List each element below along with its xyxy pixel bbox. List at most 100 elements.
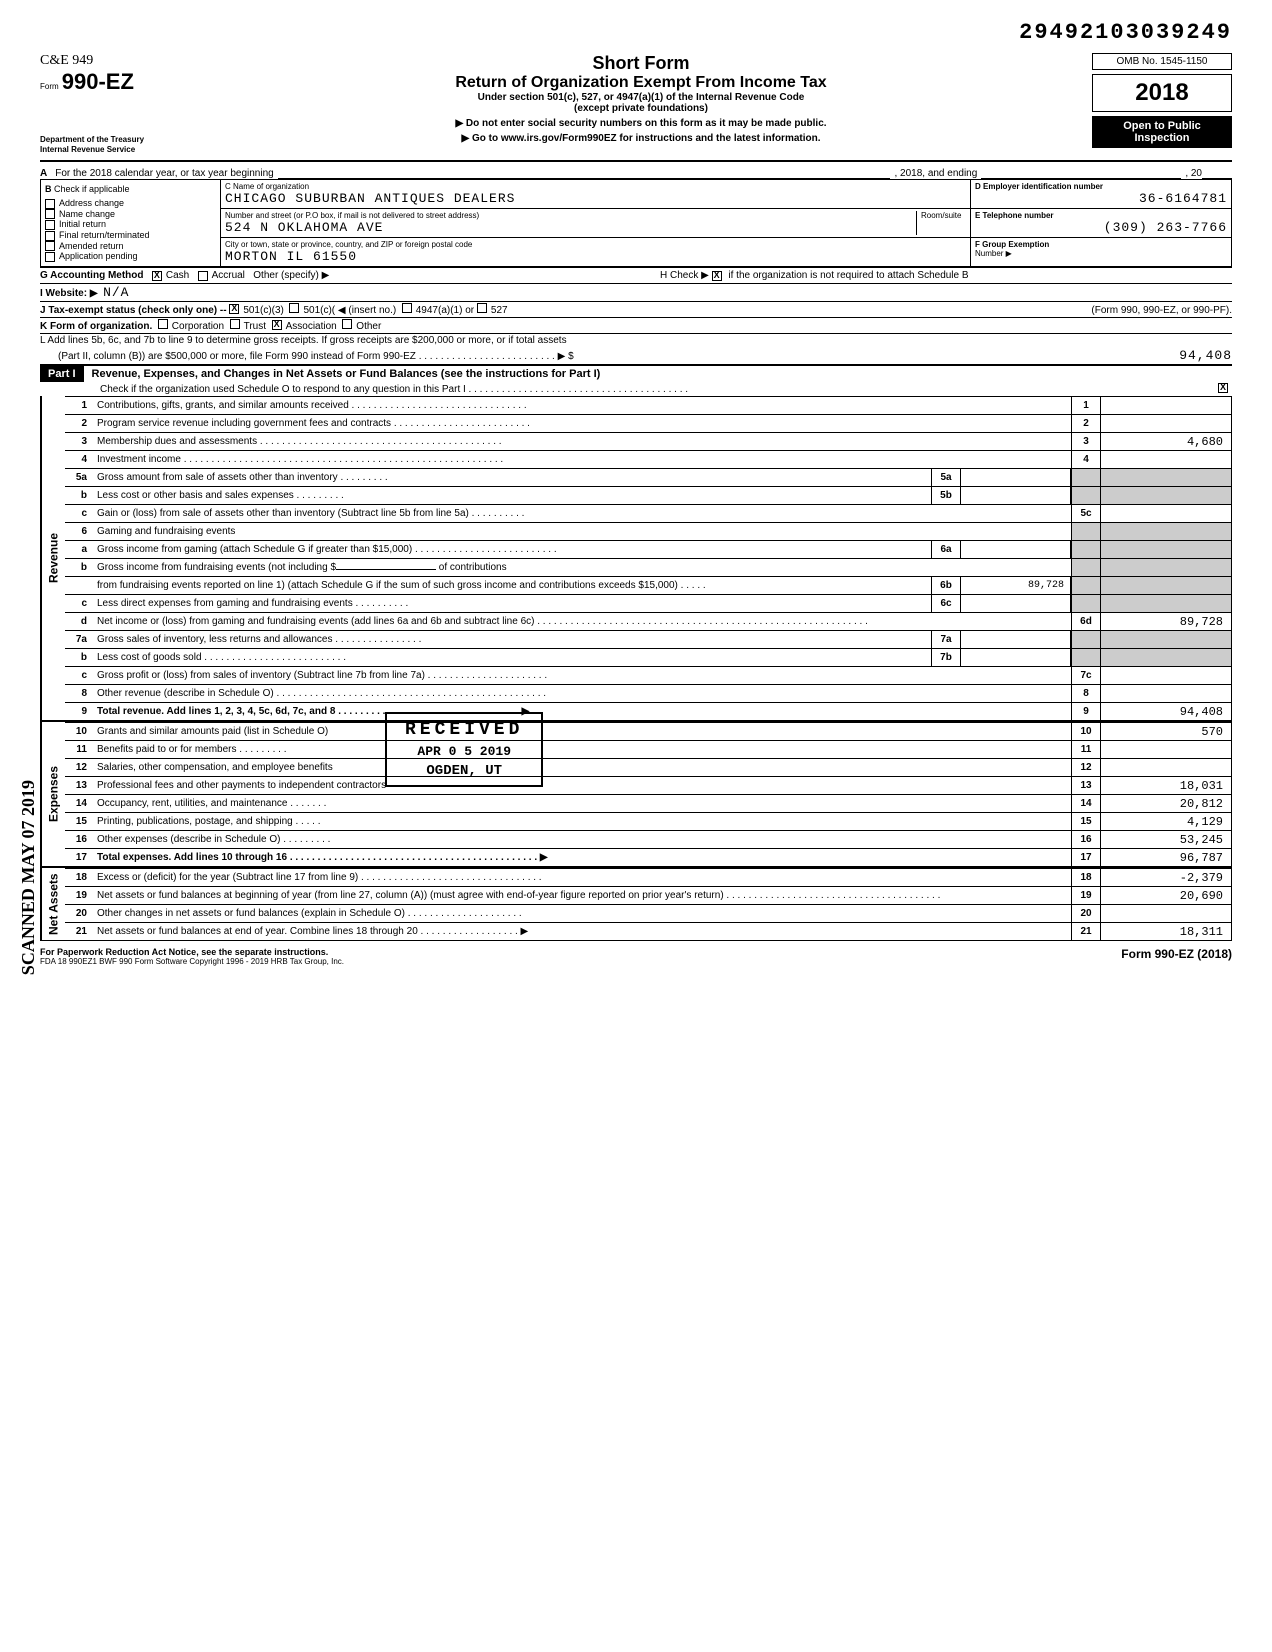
row-rv: 20,812 <box>1101 795 1231 812</box>
row-desc: Gross profit or (loss) from sales of inv… <box>93 668 1071 683</box>
j-right: (Form 990, 990-EZ, or 990-PF). <box>1091 305 1232 316</box>
part1-check: Check if the organization used Schedule … <box>100 384 688 395</box>
row-mv <box>961 487 1071 504</box>
g-accrual: Accrual <box>212 270 245 281</box>
row-desc: Investment income . . . . . . . . . . . … <box>93 452 1071 467</box>
dept-line2: Internal Revenue Service <box>40 145 190 155</box>
row-rn: 13 <box>1071 777 1101 794</box>
row-rn: 6d <box>1071 613 1101 630</box>
shaded <box>1101 541 1231 558</box>
j-4947: 4947(a)(1) or <box>416 305 474 316</box>
row-desc: Gaming and fundraising events <box>93 524 1071 539</box>
row-num: 4 <box>65 454 93 465</box>
received-loc: OGDEN, UT <box>405 763 523 779</box>
row-rv <box>1101 451 1231 468</box>
revenue-side-label: Revenue <box>41 396 65 720</box>
row-desc: Salaries, other compensation, and employ… <box>93 760 1071 775</box>
org-city: MORTON IL 61550 <box>225 249 966 264</box>
row-rv: 4,680 <box>1101 433 1231 450</box>
row-num: 12 <box>65 762 93 773</box>
shaded <box>1101 595 1231 612</box>
tax-year: 2018 <box>1092 74 1232 112</box>
shaded <box>1071 487 1101 504</box>
footer-left2: FDA 18 990EZ1 BWF 990 Form Software Copy… <box>40 957 344 966</box>
row-num: 21 <box>65 926 93 937</box>
row-mn: 5a <box>931 469 961 486</box>
row-rn: 8 <box>1071 685 1101 702</box>
g-cash: Cash <box>166 270 189 281</box>
shaded <box>1071 523 1101 540</box>
omb-number: OMB No. 1545-1150 <box>1092 53 1232 70</box>
received-date: APR 0 5 2019 <box>405 744 523 759</box>
city-label: City or town, state or province, country… <box>225 240 966 249</box>
open-public-1: Open to Public <box>1096 120 1228 132</box>
shaded <box>1101 649 1231 666</box>
shaded <box>1101 469 1231 486</box>
note-ssn: ▶ Do not enter social security numbers o… <box>200 118 1082 129</box>
row-num: c <box>65 508 93 519</box>
row-mv <box>961 631 1071 648</box>
title-short: Short Form <box>200 53 1082 74</box>
scanned-stamp: SCANNED MAY 07 2019 <box>18 780 39 975</box>
row-desc: Other expenses (describe in Schedule O) … <box>93 832 1071 847</box>
row-rv <box>1101 759 1231 776</box>
j-527: 527 <box>491 305 508 316</box>
website: N/A <box>103 285 129 300</box>
row-rv: 18,311 <box>1101 923 1231 940</box>
footer-right: Form 990-EZ (2018) <box>1121 947 1232 966</box>
row-rn: 18 <box>1071 869 1101 886</box>
row-rn: 11 <box>1071 741 1101 758</box>
row-desc: Total revenue. Add lines 1, 2, 3, 4, 5c,… <box>93 704 1071 719</box>
row-desc: Grants and similar amounts paid (list in… <box>93 724 1071 739</box>
j-501c3: 501(c)(3) <box>243 305 284 316</box>
row-mn: 6b <box>931 577 961 594</box>
row-desc: Professional fees and other payments to … <box>93 778 1071 793</box>
row-rv: 53,245 <box>1101 831 1231 848</box>
footer-left1: For Paperwork Reduction Act Notice, see … <box>40 947 344 957</box>
row-rn: 15 <box>1071 813 1101 830</box>
row-rv: 570 <box>1101 723 1231 740</box>
h-label: H Check ▶ <box>660 270 709 281</box>
row-num: d <box>65 616 93 627</box>
row-desc: Gain or (loss) from sale of assets other… <box>93 506 1071 521</box>
k-assoc: Association <box>286 321 337 332</box>
row-num: 2 <box>65 418 93 429</box>
section-b: B Check if applicable Address change Nam… <box>41 180 221 266</box>
k-other: Other <box>356 321 381 332</box>
row-mn: 5b <box>931 487 961 504</box>
row-desc: Other revenue (describe in Schedule O) .… <box>93 686 1071 701</box>
row-rv <box>1101 741 1231 758</box>
row-desc: Occupancy, rent, utilities, and maintena… <box>93 796 1071 811</box>
row-num: 19 <box>65 890 93 901</box>
f-num: Number ▶ <box>975 249 1227 258</box>
chk-addr: Address change <box>59 198 124 208</box>
chk-initial: Initial return <box>59 219 106 229</box>
shaded <box>1071 595 1101 612</box>
row-num: c <box>65 670 93 681</box>
line-a-mid: , 2018, and ending <box>894 168 977 179</box>
g-other: Other (specify) ▶ <box>253 270 329 281</box>
row-num: 3 <box>65 436 93 447</box>
row-rn: 14 <box>1071 795 1101 812</box>
chk-name: Name change <box>59 209 115 219</box>
g-label: G Accounting Method <box>40 270 144 281</box>
row-mn: 7b <box>931 649 961 666</box>
row-num: 17 <box>65 852 93 863</box>
row-num: 10 <box>65 726 93 737</box>
row-desc: Net assets or fund balances at end of ye… <box>93 924 1071 939</box>
netassets-side-label: Net Assets <box>41 868 65 940</box>
row-num: 6 <box>65 526 93 537</box>
row-rv <box>1101 397 1231 414</box>
row-desc: Less cost of goods sold . . . . . . . . … <box>93 650 931 665</box>
row-mn: 6a <box>931 541 961 558</box>
l-text2: (Part II, column (B)) are $500,000 or mo… <box>40 351 574 362</box>
title-main: Return of Organization Exempt From Incom… <box>200 74 1082 92</box>
org-addr: 524 N OKLAHOMA AVE <box>225 220 916 235</box>
row-rn: 20 <box>1071 905 1101 922</box>
row-rv <box>1101 667 1231 684</box>
row-num: 20 <box>65 908 93 919</box>
row-desc: Membership dues and assessments . . . . … <box>93 434 1071 449</box>
row-rn: 12 <box>1071 759 1101 776</box>
c-label: C Name of organization <box>225 182 966 191</box>
org-name: CHICAGO SUBURBAN ANTIQUES DEALERS <box>225 191 966 206</box>
